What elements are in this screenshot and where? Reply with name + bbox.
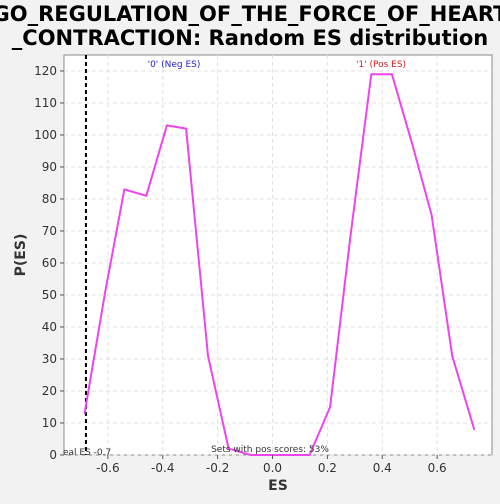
grid-lines — [64, 55, 492, 456]
pos-es-label: '1' (Pos ES) — [356, 60, 406, 70]
y-axis-ticks: 0 10 20 30 40 50 60 70 80 90 100 110 120 — [34, 64, 64, 462]
data-point — [329, 406, 331, 408]
es-distribution-line — [83, 73, 476, 456]
y-tick-label: 10 — [42, 416, 57, 430]
data-point — [166, 124, 168, 127]
data-point — [83, 412, 86, 415]
chart-title-line-1: GO_REGULATION_OF_THE_FORCE_OF_HEART — [0, 2, 500, 26]
data-point — [249, 454, 252, 456]
real-es-label: eal ES -0.7 — [63, 448, 111, 458]
y-tick-label: 50 — [42, 288, 57, 302]
neg-es-label: '0' (Neg ES) — [148, 60, 201, 70]
data-point — [207, 355, 209, 357]
y-tick-label: 40 — [42, 320, 57, 334]
y-tick-label: 80 — [42, 192, 57, 206]
x-tick-label: 0.0 — [263, 461, 282, 475]
y-tick-label: 120 — [34, 64, 57, 78]
x-tick-label: -0.6 — [96, 461, 119, 475]
data-point — [104, 291, 106, 293]
data-point — [227, 447, 230, 450]
y-tick-label: 110 — [34, 96, 57, 110]
x-tick-label: -0.4 — [151, 461, 174, 475]
x-tick-label: 0.4 — [373, 461, 392, 475]
y-axis-label: P(ES) — [13, 234, 29, 277]
data-point — [308, 454, 311, 456]
sets-pos-scores-label: Sets with pos scores: 53% — [211, 445, 329, 455]
series-group — [83, 73, 476, 456]
data-point — [123, 188, 126, 191]
data-point — [370, 73, 373, 75]
data-point — [411, 143, 414, 146]
data-point — [430, 214, 433, 216]
data-point — [391, 73, 393, 75]
y-tick-label: 90 — [42, 160, 57, 174]
x-tick-label: 0.6 — [428, 461, 447, 475]
x-tick-label: -0.2 — [206, 461, 229, 475]
y-tick-label: 100 — [34, 128, 57, 142]
plot-area — [63, 54, 493, 456]
data-point — [473, 428, 476, 431]
chart-title-line-2: _CONTRACTION: Random ES distribution — [12, 26, 488, 50]
y-tick-label: 60 — [42, 256, 57, 270]
y-tick-label: 30 — [42, 352, 57, 366]
data-point — [293, 454, 296, 456]
x-axis-ticks: -0.6 -0.4 -0.2 0.0 0.2 0.4 0.6 — [96, 455, 447, 475]
y-tick-label: 0 — [49, 448, 57, 462]
y-tick-label: 20 — [42, 384, 57, 398]
x-axis-label: ES — [268, 478, 288, 494]
data-point — [349, 233, 352, 235]
y-tick-label: 70 — [42, 224, 57, 238]
x-tick-label: 0.2 — [318, 461, 337, 475]
data-point — [145, 195, 148, 197]
data-point — [185, 127, 187, 130]
data-point — [451, 355, 454, 357]
